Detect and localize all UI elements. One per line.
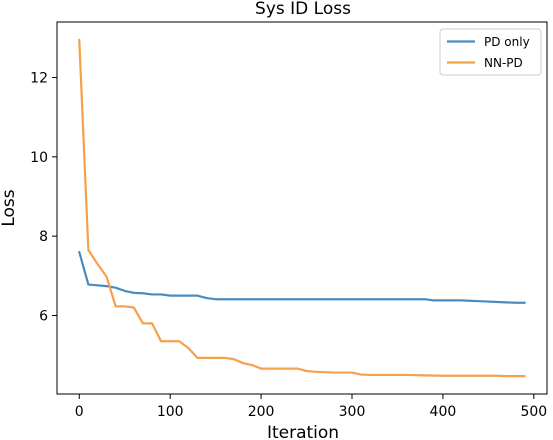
- x-tick-label: 200: [248, 404, 275, 420]
- y-tick-label: 8: [39, 229, 48, 245]
- plot-lines: [78, 38, 526, 378]
- x-tick-label: 0: [75, 404, 84, 420]
- legend-label-pd-only: PD only: [484, 35, 530, 49]
- series-line-nn-pd: [78, 38, 526, 378]
- x-tick-label: 300: [339, 404, 366, 420]
- x-tick-label: 400: [430, 404, 457, 420]
- x-tick-label: 100: [157, 404, 184, 420]
- x-tick-label: 500: [520, 404, 547, 420]
- legend-label-nn-pd: NN-PD: [484, 56, 523, 70]
- chart-title: Sys ID Loss: [255, 0, 351, 19]
- y-axis: 6 8 10 12: [30, 71, 57, 324]
- y-tick-label: 6: [39, 308, 48, 324]
- plot-frame: [56, 21, 548, 395]
- y-axis-label: Loss: [0, 189, 19, 226]
- x-axis-label: Iteration: [267, 423, 339, 440]
- legend: PD only NN-PD: [439, 28, 542, 76]
- y-tick-label: 10: [30, 150, 48, 166]
- y-tick-label: 12: [30, 71, 48, 87]
- x-axis: 0 100 200 300 400 500: [75, 394, 547, 420]
- series-line-pd-only: [78, 250, 526, 304]
